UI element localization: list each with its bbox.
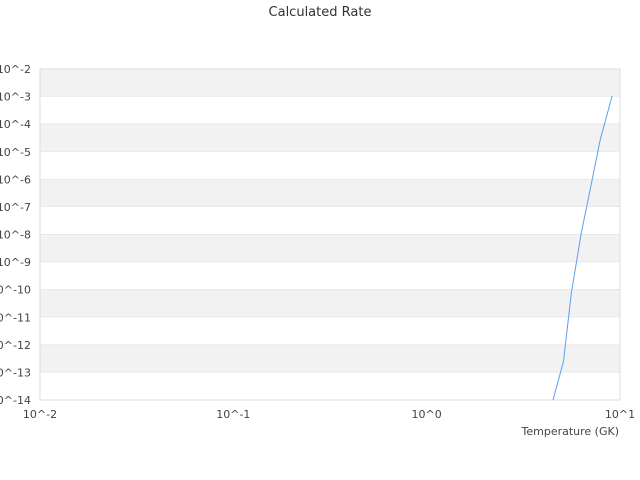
grid-band: [40, 372, 620, 400]
grid-band: [40, 234, 620, 263]
x-tick-label: 10^1: [605, 408, 635, 421]
y-tick-label: 10^-5: [0, 146, 31, 159]
x-tick-label: 10^0: [412, 408, 442, 421]
x-tick-label: 10^-2: [23, 408, 57, 421]
x-tick-label: 10^-1: [216, 408, 250, 421]
y-tick-label: 10^-11: [0, 311, 31, 324]
y-tick-label: 10^-4: [0, 118, 31, 131]
grid-band: [40, 179, 620, 207]
y-tick-label: 10^-13: [0, 366, 31, 379]
y-tick-label: 10^-14: [0, 394, 31, 407]
grid-band: [40, 124, 620, 152]
grid-band: [40, 262, 620, 290]
y-tick-label: 10^-6: [0, 173, 31, 186]
y-tick-label: 10^-9: [0, 256, 31, 269]
series-line: [552, 95, 613, 401]
y-tick-label: 10^-2: [0, 63, 31, 76]
grid-band: [40, 344, 620, 373]
grid-band: [40, 96, 620, 125]
chart-title: Calculated Rate: [269, 5, 372, 20]
x-axis-label: Temperature (GK): [521, 425, 620, 438]
grid-band: [40, 206, 620, 235]
grid-band: [40, 69, 620, 97]
y-tick-label: 10^-12: [0, 339, 31, 352]
grid-band: [40, 317, 620, 345]
y-tick-label: 10^-10: [0, 284, 31, 297]
y-tick-label: 10^-7: [0, 201, 31, 214]
grid-band: [40, 151, 620, 180]
plot-border: [39, 68, 621, 401]
grid-band: [40, 289, 620, 318]
y-tick-label: 10^-8: [0, 229, 31, 242]
y-tick-label: 10^-3: [0, 91, 31, 104]
